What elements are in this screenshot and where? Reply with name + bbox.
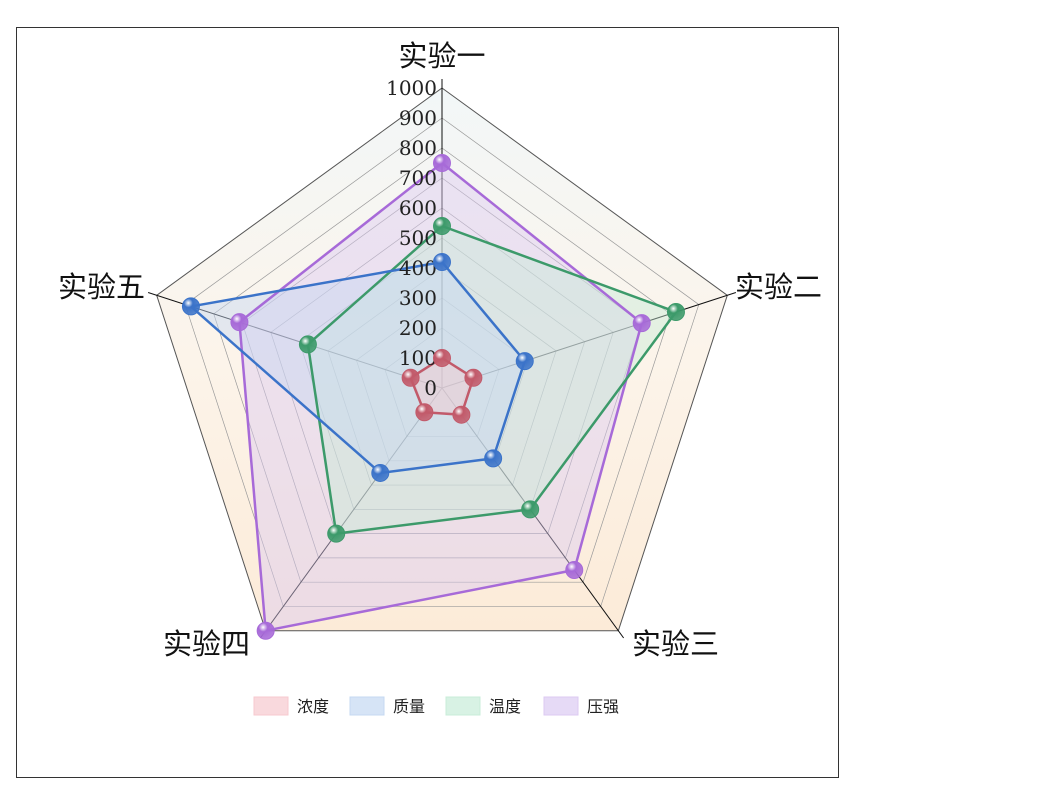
series-area (307, 226, 676, 534)
data-point (415, 403, 434, 422)
data-point (327, 524, 346, 543)
data-point (433, 154, 451, 172)
chart-frame (16, 27, 839, 778)
category-label: 实验三 (632, 627, 719, 661)
series-line (238, 161, 643, 632)
data-point (632, 314, 651, 333)
axis-spoke (441, 292, 737, 389)
data-point (298, 335, 317, 354)
data-point (464, 368, 483, 387)
grid-ring (241, 177, 643, 559)
data-point (433, 349, 451, 367)
legend-label: 质量 (393, 697, 425, 716)
data-point (521, 500, 540, 519)
tick-label: 700 (399, 166, 437, 190)
data-point (181, 297, 200, 316)
tick-label: 600 (399, 196, 437, 220)
grid-ring (384, 327, 500, 437)
tick-label: 400 (399, 256, 437, 280)
grid-ring (298, 237, 586, 510)
series-line (189, 260, 526, 475)
legend-label: 温度 (489, 697, 521, 716)
data-point (433, 253, 451, 271)
tick-label: 300 (399, 286, 437, 310)
tick-label: 200 (399, 316, 437, 340)
data-point (433, 217, 451, 235)
category-label: 实验二 (735, 270, 822, 304)
category-label: 实验五 (58, 270, 145, 304)
category-label: 实验四 (163, 627, 250, 661)
legend-swatch (543, 696, 579, 716)
legend-label: 压强 (587, 697, 619, 716)
series-line (306, 224, 678, 535)
tick-label: 0 (424, 376, 437, 400)
grid-ring (355, 297, 529, 462)
grid-ring (156, 87, 728, 632)
tick-label: 1000 (386, 76, 437, 100)
data-point (666, 302, 685, 321)
tick-label: 900 (399, 106, 437, 130)
grid-ring (184, 117, 700, 607)
tick-label: 100 (399, 346, 437, 370)
tick-label: 800 (399, 136, 437, 160)
data-point (230, 313, 249, 332)
grid-ring (213, 147, 671, 583)
tick-label: 500 (399, 226, 437, 250)
data-point (256, 621, 275, 640)
legend-swatch (253, 696, 289, 716)
data-point (565, 561, 584, 580)
legend-label: 浓度 (297, 697, 329, 716)
grid-ring (327, 267, 557, 486)
data-point (371, 463, 390, 482)
grid-ring (270, 207, 614, 534)
data-point (401, 368, 420, 387)
data-point (515, 352, 534, 371)
series-area (190, 262, 525, 473)
series-area (410, 358, 474, 415)
legend-swatch (445, 696, 481, 716)
category-label: 实验一 (398, 39, 485, 73)
data-point (452, 405, 471, 424)
legend-swatch (349, 696, 385, 716)
axis-spoke (259, 387, 443, 639)
data-point (484, 449, 503, 468)
